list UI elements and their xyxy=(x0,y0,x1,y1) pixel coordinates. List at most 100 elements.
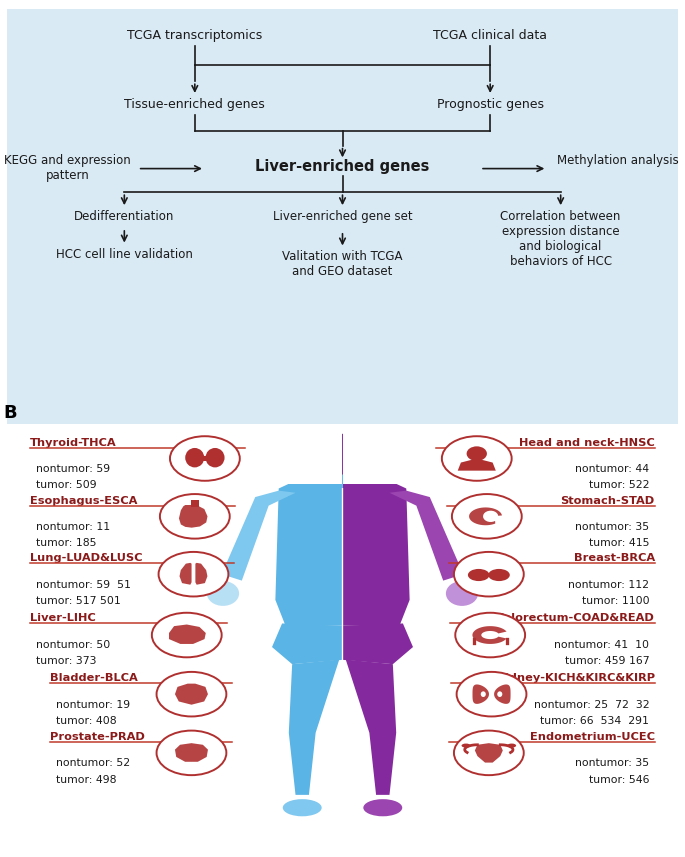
Text: nontumor: 59: nontumor: 59 xyxy=(36,464,110,474)
Text: nontumor: 50: nontumor: 50 xyxy=(36,639,110,650)
Text: tumor: 66  534  291: tumor: 66 534 291 xyxy=(540,716,649,726)
Circle shape xyxy=(457,672,527,716)
FancyBboxPatch shape xyxy=(0,0,685,433)
Polygon shape xyxy=(175,743,208,762)
Circle shape xyxy=(158,552,228,596)
Text: tumor: 415: tumor: 415 xyxy=(589,538,649,548)
Ellipse shape xyxy=(446,581,478,606)
Circle shape xyxy=(157,730,226,775)
Polygon shape xyxy=(195,563,208,584)
Text: Breast-BRCA: Breast-BRCA xyxy=(573,554,655,564)
Text: nontumor: 11: nontumor: 11 xyxy=(36,522,110,532)
Text: nontumor: 25  72  32: nontumor: 25 72 32 xyxy=(534,699,649,710)
Text: Liver-enriched gene set: Liver-enriched gene set xyxy=(273,210,412,223)
Ellipse shape xyxy=(488,569,510,581)
Polygon shape xyxy=(346,660,396,795)
Polygon shape xyxy=(272,624,342,664)
Text: nontumor: 59  51: nontumor: 59 51 xyxy=(36,579,131,590)
Ellipse shape xyxy=(302,432,359,476)
Text: Kidney-KICH&KIRC&KIRP: Kidney-KICH&KIRC&KIRP xyxy=(495,674,655,684)
Text: tumor: 185: tumor: 185 xyxy=(36,538,96,548)
Text: Liver-LIHC: Liver-LIHC xyxy=(30,614,96,624)
Text: Liver-enriched genes: Liver-enriched genes xyxy=(256,159,429,174)
Text: TCGA clinical data: TCGA clinical data xyxy=(433,29,547,42)
Text: Bladder-BLCA: Bladder-BLCA xyxy=(51,674,138,684)
Circle shape xyxy=(160,494,229,539)
Polygon shape xyxy=(289,660,339,795)
Ellipse shape xyxy=(185,448,204,467)
Text: nontumor: 35: nontumor: 35 xyxy=(575,522,649,532)
Text: B: B xyxy=(3,404,17,423)
Text: Methylation analysis: Methylation analysis xyxy=(557,154,679,167)
Polygon shape xyxy=(179,505,208,528)
Polygon shape xyxy=(473,626,506,644)
Circle shape xyxy=(442,436,512,481)
Text: Head and neck-HNSC: Head and neck-HNSC xyxy=(519,438,655,448)
Text: Prostate-PRAD: Prostate-PRAD xyxy=(51,732,145,742)
Text: tumor: 459 167: tumor: 459 167 xyxy=(564,656,649,666)
Text: Esophagus-ESCA: Esophagus-ESCA xyxy=(30,495,138,506)
Text: Prognostic genes: Prognostic genes xyxy=(436,98,544,111)
Polygon shape xyxy=(343,624,413,664)
Text: nontumor: 52: nontumor: 52 xyxy=(56,758,130,769)
Text: tumor: 517 501: tumor: 517 501 xyxy=(36,596,121,606)
Text: Lung-LUAD&LUSC: Lung-LUAD&LUSC xyxy=(30,554,143,564)
Text: Endometrium-UCEC: Endometrium-UCEC xyxy=(530,732,655,742)
Bar xyxy=(200,456,210,461)
Circle shape xyxy=(452,494,522,539)
Text: nontumor: 41  10: nontumor: 41 10 xyxy=(554,639,649,650)
Text: Valitation with TCGA
and GEO dataset: Valitation with TCGA and GEO dataset xyxy=(282,250,403,279)
Polygon shape xyxy=(390,490,463,581)
Ellipse shape xyxy=(326,432,383,476)
Text: nontumor: 44: nontumor: 44 xyxy=(575,464,649,474)
Polygon shape xyxy=(175,684,208,704)
Polygon shape xyxy=(473,685,489,704)
Bar xyxy=(242,420,342,484)
Text: Colorectum-COAD&READ: Colorectum-COAD&READ xyxy=(496,614,655,624)
Ellipse shape xyxy=(497,692,502,697)
Text: tumor: 1100: tumor: 1100 xyxy=(582,596,649,606)
Text: TCGA transcriptomics: TCGA transcriptomics xyxy=(127,29,262,42)
Bar xyxy=(317,470,342,488)
Text: tumor: 509: tumor: 509 xyxy=(36,480,97,490)
Circle shape xyxy=(456,613,525,657)
Text: tumor: 522: tumor: 522 xyxy=(589,480,649,490)
Bar xyxy=(191,500,199,507)
Polygon shape xyxy=(179,563,192,584)
Text: Thyroid-THCA: Thyroid-THCA xyxy=(30,438,117,448)
Ellipse shape xyxy=(363,799,402,816)
Text: nontumor: 112: nontumor: 112 xyxy=(569,579,649,590)
Ellipse shape xyxy=(462,744,471,747)
Text: tumor: 498: tumor: 498 xyxy=(56,775,116,785)
Circle shape xyxy=(152,613,222,657)
Text: Tissue-enriched genes: Tissue-enriched genes xyxy=(125,98,265,111)
Circle shape xyxy=(170,436,240,481)
Text: tumor: 408: tumor: 408 xyxy=(56,716,116,726)
Bar xyxy=(342,470,368,488)
Bar xyxy=(342,420,443,484)
Text: Dedifferentiation: Dedifferentiation xyxy=(74,210,175,223)
Polygon shape xyxy=(458,459,496,470)
Text: tumor: 546: tumor: 546 xyxy=(589,775,649,785)
Ellipse shape xyxy=(206,448,225,467)
Ellipse shape xyxy=(466,446,487,461)
Circle shape xyxy=(157,672,226,716)
Polygon shape xyxy=(469,507,502,525)
Ellipse shape xyxy=(481,692,486,697)
Ellipse shape xyxy=(207,581,239,606)
Ellipse shape xyxy=(283,799,322,816)
Ellipse shape xyxy=(468,569,490,581)
Ellipse shape xyxy=(508,744,516,747)
Polygon shape xyxy=(494,685,510,704)
Polygon shape xyxy=(343,471,410,626)
Polygon shape xyxy=(475,743,503,763)
Polygon shape xyxy=(169,625,206,644)
Polygon shape xyxy=(222,490,295,581)
Circle shape xyxy=(454,730,524,775)
Polygon shape xyxy=(275,471,342,626)
Text: nontumor: 35: nontumor: 35 xyxy=(575,758,649,769)
Text: HCC cell line validation: HCC cell line validation xyxy=(56,248,192,261)
Text: tumor: 373: tumor: 373 xyxy=(36,656,96,666)
Text: nontumor: 19: nontumor: 19 xyxy=(56,699,130,710)
Text: Correlation between
expression distance
and biological
behaviors of HCC: Correlation between expression distance … xyxy=(501,210,621,268)
